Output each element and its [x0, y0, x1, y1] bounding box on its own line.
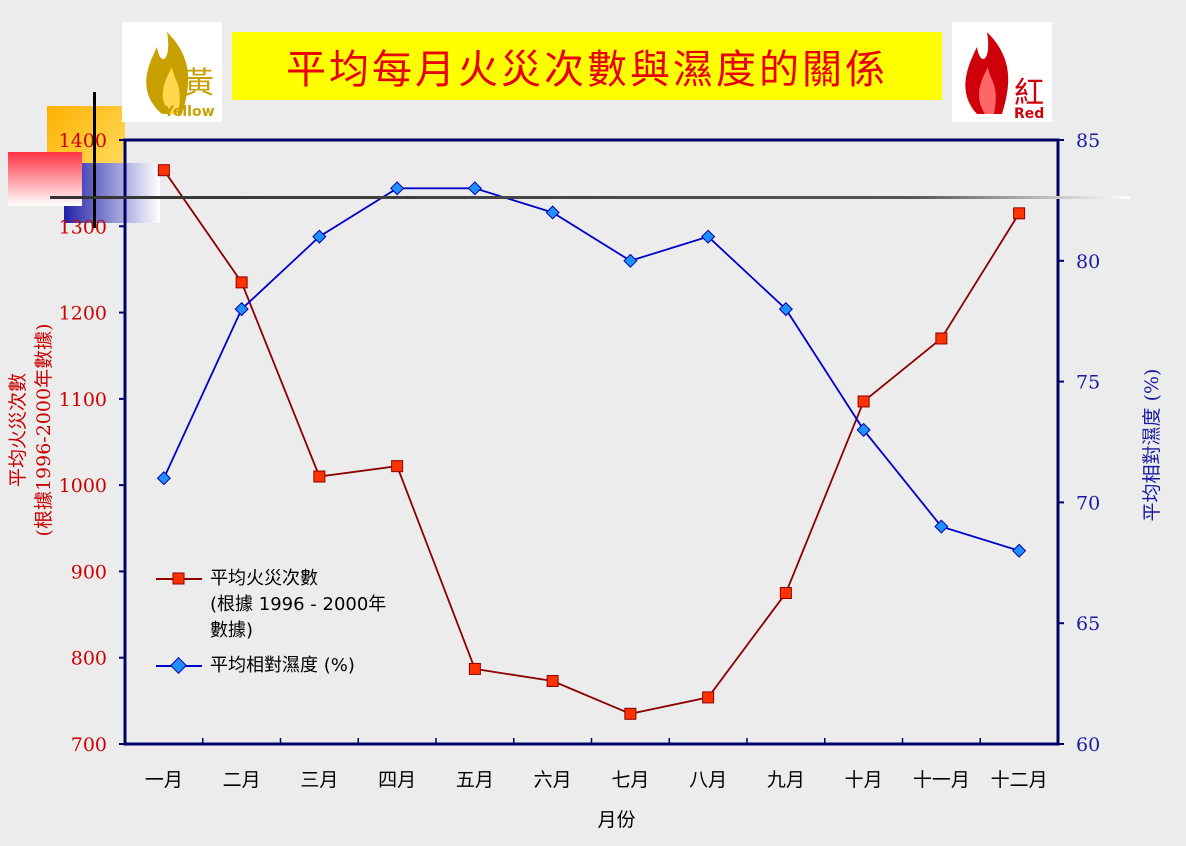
- legend-swatches: [156, 572, 202, 674]
- right-axis-tick-label: 65: [1076, 613, 1100, 635]
- yellow-logo-char: 黃: [184, 66, 214, 101]
- humidity-point: [234, 302, 249, 317]
- legend-fire-label: 平均火災次數 (根據 1996 - 2000年 數據): [210, 568, 387, 641]
- x-axis-tick-label: 二月: [223, 769, 261, 791]
- title-banner: 平均每月火災次數與濕度的關係: [232, 32, 942, 100]
- right-axis-tick-label: 80: [1076, 251, 1100, 273]
- fire-count-point: [624, 707, 637, 720]
- right-axis-tick-label: 75: [1076, 372, 1100, 394]
- legend-humidity-marker: [170, 657, 187, 674]
- x-axis-tick-label: 十二月: [991, 769, 1048, 791]
- left-axis-tick-label: 900: [71, 561, 107, 583]
- left-axis-tick-label: 1400: [59, 130, 107, 152]
- x-axis-tick-label: 一月: [145, 769, 183, 791]
- fire-count-point: [702, 691, 715, 704]
- fire-count-point: [779, 587, 792, 599]
- x-axis-tick-label: 八月: [689, 769, 727, 791]
- yellow-flame-logo: 黃 Yellow: [122, 22, 222, 122]
- x-axis-tick-label: 七月: [611, 769, 649, 791]
- humidity-point: [778, 302, 793, 317]
- right-axis-title: 平均相對濕度 (%): [1141, 369, 1163, 522]
- decor-horizontal-line: [50, 196, 1130, 199]
- humidity-line: [163, 187, 1020, 552]
- fire-count-point: [313, 470, 326, 483]
- fire-count-point: [1013, 207, 1026, 220]
- humidity-point: [934, 519, 949, 534]
- right-axis-tick-label: 85: [1076, 130, 1100, 152]
- fire-count-point: [157, 164, 170, 177]
- x-axis-tick-label: 九月: [767, 769, 805, 791]
- fire-count-point: [546, 675, 559, 688]
- right-axis-tick-label: 70: [1076, 492, 1100, 514]
- humidity-point: [312, 229, 327, 244]
- red-flame-logo: 紅 Red: [952, 22, 1052, 122]
- flame-icon: [146, 32, 189, 114]
- humidity-point: [856, 422, 871, 437]
- fire-count-point: [935, 332, 948, 345]
- x-axis-tick-label: 五月: [456, 769, 494, 791]
- fire-count-point: [468, 662, 481, 675]
- left-axis-title: 平均火災次數: [7, 373, 29, 487]
- red-logo-char: 紅: [1014, 76, 1044, 111]
- left-axis-tick-label: 800: [71, 648, 107, 670]
- left-axis-title: (根據1996-2000年數據): [33, 324, 55, 537]
- humidity-point: [156, 471, 171, 486]
- legend: 平均火災次數 (根據 1996 - 2000年 數據) 平均相對濕度 (%): [150, 563, 430, 693]
- humidity-point: [390, 181, 405, 196]
- humidity-point: [467, 181, 482, 196]
- fire-count-point: [391, 460, 404, 473]
- fire-count-point: [235, 276, 248, 289]
- left-axis-tick-label: 700: [71, 734, 107, 756]
- x-axis-tick-label: 六月: [534, 769, 572, 791]
- x-axis-tick-label: 十月: [845, 769, 883, 791]
- fire-count-line: [163, 169, 1020, 715]
- x-axis-tick-label: 四月: [378, 769, 416, 791]
- left-axis-tick-label: 1200: [59, 303, 107, 325]
- x-axis-tick-label: 三月: [300, 769, 338, 791]
- humidity-point: [1012, 543, 1027, 558]
- humidity-point: [623, 253, 638, 268]
- yellow-logo-word: Yellow: [164, 104, 215, 120]
- legend-fire-marker: [172, 572, 185, 585]
- legend-humidity-label: 平均相對濕度 (%): [210, 655, 355, 676]
- fire-count-point: [857, 395, 870, 408]
- humidity-point: [701, 229, 716, 244]
- humidity-point: [545, 205, 560, 220]
- left-axis-tick-label: 1300: [59, 216, 107, 238]
- x-axis-tick-label: 十一月: [913, 769, 970, 791]
- red-logo-word: Red: [1014, 106, 1045, 122]
- chart-title: 平均每月火災次數與濕度的關係: [286, 47, 888, 93]
- flame-icon: [965, 32, 1009, 114]
- decor-vertical-line: [93, 92, 96, 228]
- left-axis-tick-label: 1000: [59, 475, 107, 497]
- x-axis-title: 月份: [597, 809, 635, 831]
- right-axis-tick-label: 60: [1076, 734, 1100, 756]
- left-axis-tick-label: 1100: [59, 389, 107, 411]
